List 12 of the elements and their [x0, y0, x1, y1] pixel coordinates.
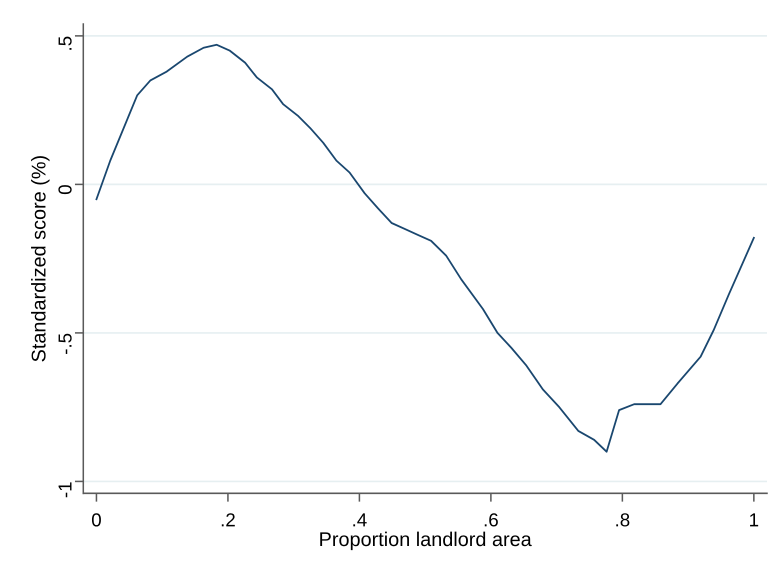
x-axis-title: Proportion landlord area	[320, 532, 532, 550]
x-tick-label: .4	[353, 513, 367, 526]
x-tick-label: 1	[750, 513, 758, 526]
y-tick-label: -1	[58, 482, 72, 498]
y-tick-label: 0	[58, 185, 72, 194]
y-axis-title: Standardized score (%)	[31, 156, 50, 362]
x-tick-label: .8	[616, 513, 630, 527]
x-tick-label: 0	[92, 513, 101, 527]
x-tick-label: .6	[484, 513, 498, 527]
x-tick-label: .2	[222, 513, 235, 526]
y-tick-label: .5	[58, 36, 72, 50]
y-tick-label: -.5	[58, 334, 72, 354]
